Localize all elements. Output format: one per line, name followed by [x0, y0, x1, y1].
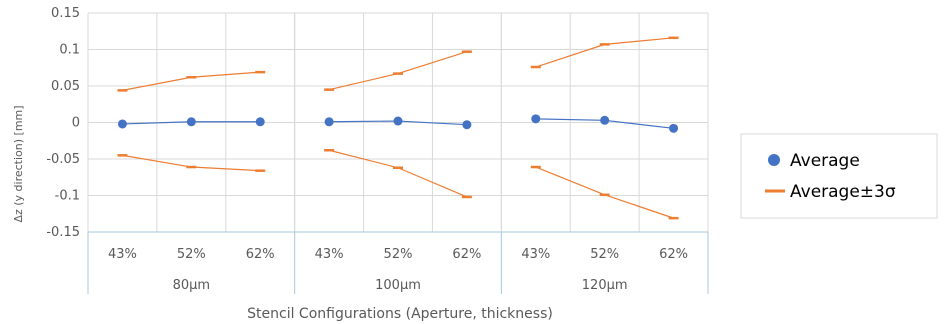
legend: Average Average±3σ	[740, 133, 938, 219]
y-tick-label: 0.1	[59, 43, 80, 58]
average-point	[531, 114, 541, 124]
y-tick-label: -0.1	[55, 189, 80, 204]
average-point	[324, 117, 334, 127]
y-tick-label: -0.15	[46, 225, 80, 240]
x-tick-label: 43%	[521, 247, 550, 262]
x-group-label: 120μm	[582, 278, 628, 293]
legend-box	[740, 133, 938, 219]
average-point	[393, 116, 403, 126]
x-tick-label: 52%	[384, 247, 413, 262]
x-tick-label: 62%	[452, 247, 481, 262]
y-tick-label: 0.05	[51, 79, 80, 94]
y-tick-labels: 0.15 0.1 0.05 0 -0.05 -0.1 -0.15	[46, 6, 80, 240]
x-tick-label: 62%	[246, 247, 275, 262]
upper-band-line	[535, 37, 674, 68]
x-tick-label: 52%	[177, 247, 206, 262]
x-tick-label: 52%	[590, 247, 619, 262]
average-point	[255, 117, 265, 127]
legend-average-marker	[768, 154, 780, 166]
legend-average-label: Average	[790, 151, 860, 171]
y-axis-label: Δz (y direction) [mm]	[12, 105, 25, 222]
average-point	[462, 120, 472, 130]
average-point	[117, 119, 127, 129]
average-point	[186, 117, 196, 127]
x-axis-label: Stencil Configurations (Aperture, thickn…	[247, 306, 553, 322]
upper-band-line	[328, 51, 468, 91]
y-tick-label: 0	[72, 116, 80, 131]
x-tick-label: 43%	[108, 247, 137, 262]
average-point	[669, 123, 679, 133]
legend-band-label: Average±3σ	[790, 182, 896, 202]
x-group-label: 100μm	[375, 278, 421, 293]
upper-band-line	[122, 71, 261, 91]
x-axis: 43% 52% 62% 80μm 43% 52% 62% 100μm 43% 52% 62% 120μ…	[87, 231, 709, 294]
x-tick-label: 62%	[659, 247, 688, 262]
lower-band-line	[328, 149, 468, 198]
y-tick-label: -0.05	[46, 152, 80, 167]
average-point	[600, 115, 610, 125]
x-tick-label: 43%	[315, 247, 344, 262]
series-layer	[117, 36, 679, 220]
x-group-label: 80μm	[173, 278, 210, 293]
y-tick-label: 0.15	[51, 6, 80, 21]
lower-band-line	[122, 154, 261, 172]
lower-band-line	[535, 166, 674, 219]
